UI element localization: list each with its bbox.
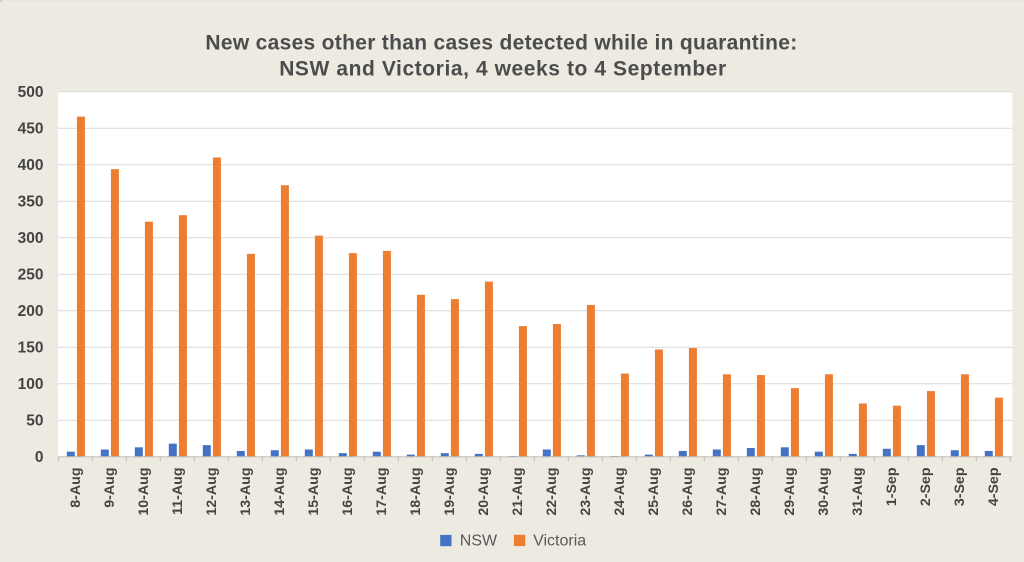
svg-text:350: 350	[18, 194, 44, 211]
svg-text:4-Sep: 4-Sep	[986, 467, 1002, 506]
svg-text:29-Aug: 29-Aug	[782, 468, 798, 516]
svg-text:12-Aug: 12-Aug	[204, 468, 220, 516]
svg-text:3-Sep: 3-Sep	[952, 467, 968, 506]
svg-text:100: 100	[18, 376, 44, 393]
svg-text:30-Aug: 30-Aug	[816, 468, 832, 516]
svg-text:300: 300	[18, 230, 44, 247]
svg-text:26-Aug: 26-Aug	[680, 468, 696, 516]
svg-text:400: 400	[18, 157, 44, 174]
svg-text:1-Sep: 1-Sep	[884, 467, 900, 506]
svg-text:17-Aug: 17-Aug	[374, 468, 390, 516]
svg-text:22-Aug: 22-Aug	[544, 468, 560, 516]
svg-text:27-Aug: 27-Aug	[714, 468, 730, 516]
svg-text:19-Aug: 19-Aug	[442, 468, 458, 516]
svg-text:15-Aug: 15-Aug	[306, 468, 322, 516]
svg-text:8-Aug: 8-Aug	[68, 468, 84, 508]
svg-text:Victoria: Victoria	[533, 532, 586, 549]
svg-text:25-Aug: 25-Aug	[646, 468, 662, 516]
svg-text:500: 500	[18, 84, 44, 101]
svg-text:0: 0	[35, 449, 44, 466]
svg-text:New cases other than cases det: New cases other than cases detected whil…	[205, 32, 797, 55]
svg-text:150: 150	[18, 340, 44, 357]
svg-text:250: 250	[18, 267, 44, 284]
svg-text:2-Sep: 2-Sep	[918, 467, 934, 506]
svg-text:10-Aug: 10-Aug	[136, 468, 152, 516]
svg-text:18-Aug: 18-Aug	[408, 468, 424, 516]
svg-text:11-Aug: 11-Aug	[170, 468, 186, 515]
svg-text:13-Aug: 13-Aug	[238, 468, 254, 516]
svg-text:14-Aug: 14-Aug	[272, 468, 288, 516]
svg-text:28-Aug: 28-Aug	[748, 468, 764, 516]
svg-text:16-Aug: 16-Aug	[340, 468, 356, 516]
svg-text:200: 200	[18, 303, 44, 320]
svg-text:NSW: NSW	[460, 532, 498, 549]
svg-text:50: 50	[26, 413, 43, 430]
svg-text:9-Aug: 9-Aug	[102, 468, 118, 508]
svg-text:NSW and Victoria, 4 weeks to 4: NSW and Victoria, 4 weeks to 4 September	[279, 58, 727, 81]
svg-text:31-Aug: 31-Aug	[850, 468, 866, 516]
svg-text:24-Aug: 24-Aug	[612, 468, 628, 516]
svg-text:20-Aug: 20-Aug	[476, 468, 492, 516]
svg-text:21-Aug: 21-Aug	[510, 468, 526, 516]
svg-text:450: 450	[18, 121, 44, 138]
svg-text:23-Aug: 23-Aug	[578, 468, 594, 516]
